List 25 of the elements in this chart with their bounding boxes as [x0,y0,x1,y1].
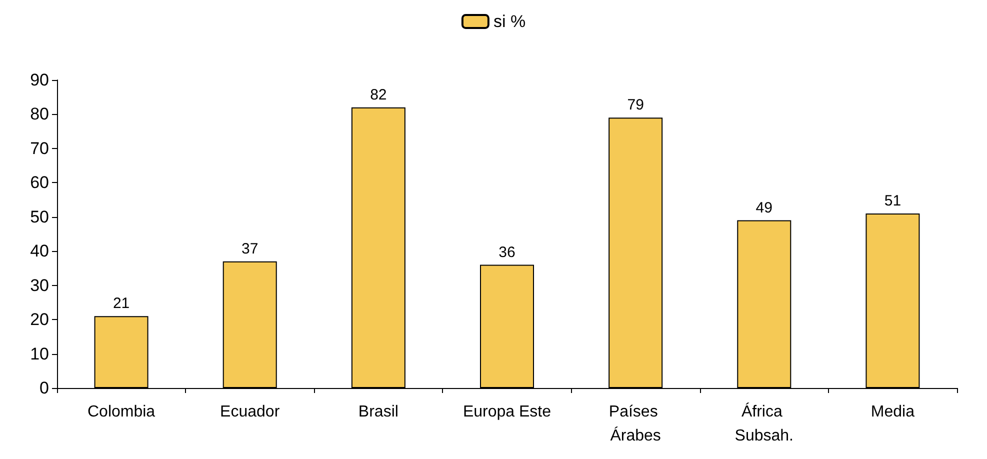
y-tick-label: 40 [30,242,49,261]
y-tick-label: 60 [30,173,49,192]
y-tick-label: 10 [30,344,49,364]
x-tick-label: Países Árabes [608,404,662,444]
data-label: 21 [112,295,130,312]
y-tick-label: 70 [30,138,49,158]
data-label: 49 [756,199,772,216]
data-label: 37 [242,240,258,258]
x-tick-label: Europa Este [462,404,552,420]
x-tick-label: Media [870,404,915,420]
y-tick-label: 30 [30,276,49,295]
x-tick-label: África Subsah. [734,402,794,444]
y-tick-label: 0 [40,378,49,398]
y-tick-label: 80 [30,104,49,124]
y-tick-label: 90 [30,70,49,90]
x-tick-label: Colombia [87,404,156,420]
y-tick-label: 50 [30,207,49,226]
legend-label: si % [493,12,526,31]
data-label: 51 [884,192,902,210]
data-label: 82 [370,86,387,104]
data-label: 36 [498,244,516,261]
y-tick-label: 20 [30,310,49,330]
x-tick-label: Ecuador [220,404,280,420]
x-tick-label: Brasil [358,404,398,420]
data-label: 79 [627,96,644,114]
